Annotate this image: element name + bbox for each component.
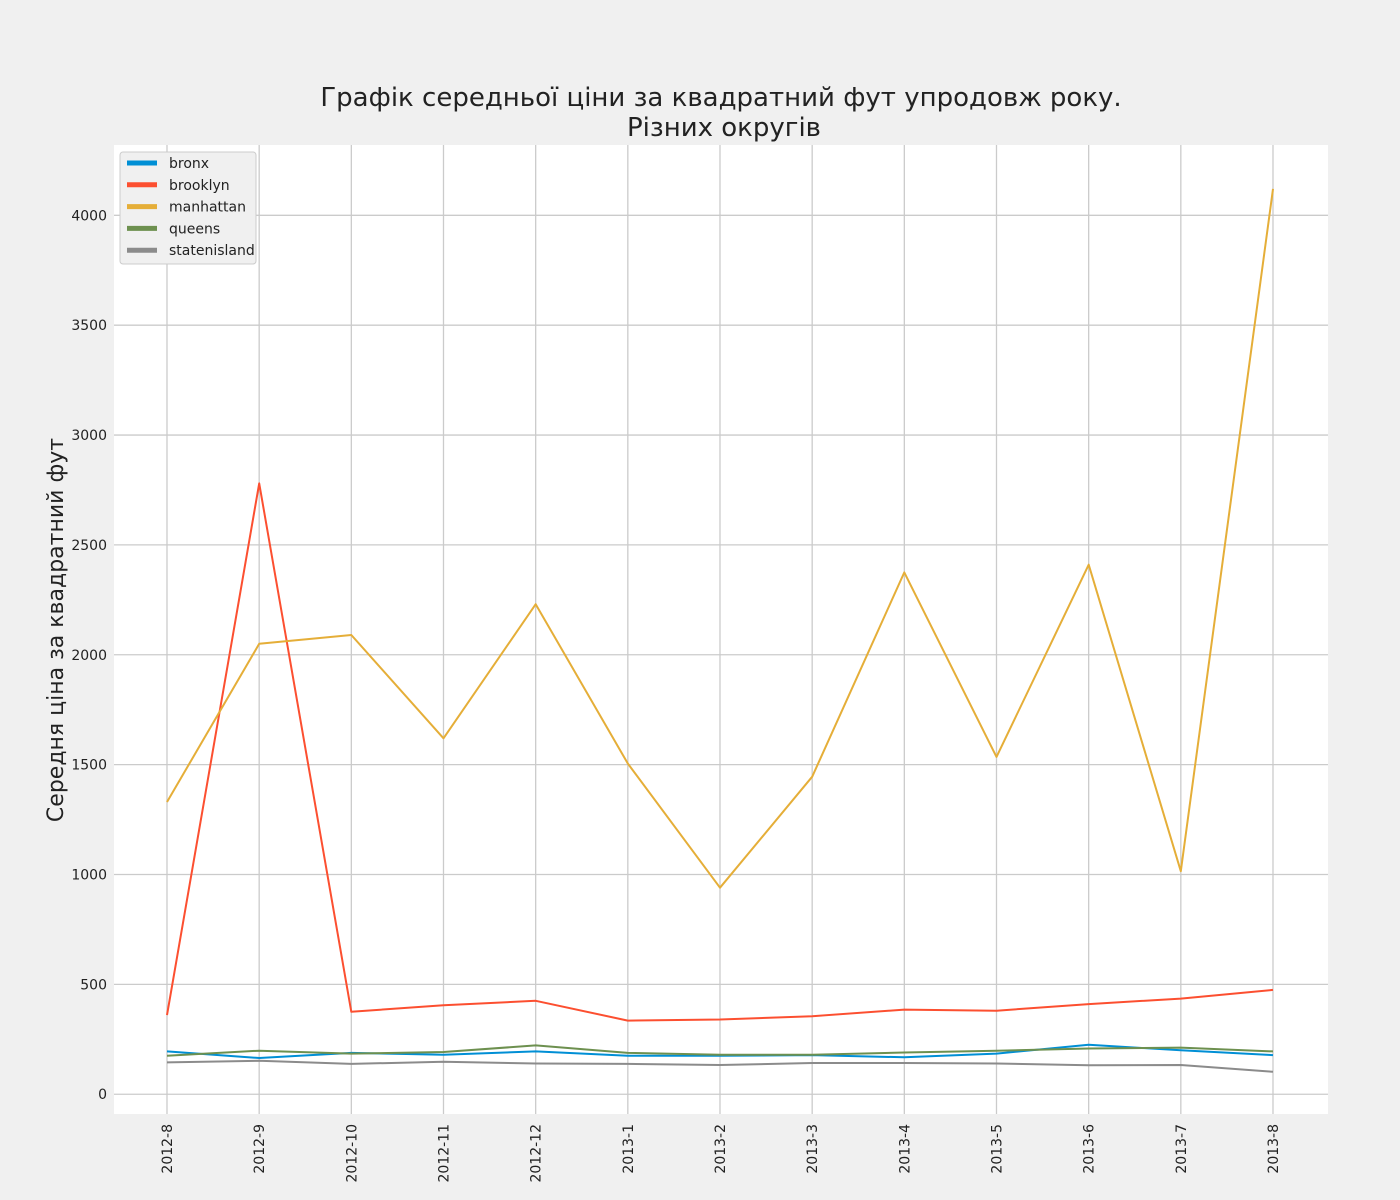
x-tick-label: 2012-12 xyxy=(529,1124,545,1183)
series-line-manhattan xyxy=(166,188,1274,889)
legend-label-queens: queens xyxy=(169,221,220,237)
grid xyxy=(114,145,1328,1114)
legend-label-bronx: bronx xyxy=(169,156,209,172)
y-tick-label: 3500 xyxy=(71,318,107,334)
x-tick-label: 2012-11 xyxy=(437,1124,453,1183)
legend-label-manhattan: manhattan xyxy=(169,200,246,216)
y-tick-label: 2000 xyxy=(71,648,107,664)
series-line-queens xyxy=(166,1044,1274,1057)
x-tick-label: 2013-3 xyxy=(805,1124,821,1174)
legend-label-brooklyn: brooklyn xyxy=(169,178,230,194)
x-tick-label: 2013-6 xyxy=(1082,1124,1098,1174)
x-tick-label: 2012-10 xyxy=(344,1124,360,1183)
x-tick-label: 2013-7 xyxy=(1174,1124,1190,1174)
x-tick-label: 2013-5 xyxy=(990,1124,1006,1174)
x-tick-label: 2013-8 xyxy=(1266,1124,1282,1174)
y-tick-label: 1500 xyxy=(71,758,107,774)
x-tick-label: 2013-4 xyxy=(897,1124,913,1174)
plot-area xyxy=(114,145,1328,1114)
series-lines xyxy=(166,188,1274,1073)
ticks: 0 500 1000 1500 2000 2500 3000 3500 4000 2012-8 20… xyxy=(71,208,1282,1182)
y-tick-label: 0 xyxy=(98,1087,107,1103)
y-tick-label: 500 xyxy=(80,977,107,993)
y-axis-label: Середня ціна за квадратний фут xyxy=(44,438,69,822)
series-line-statenisland xyxy=(166,1059,1274,1073)
y-tick-label: 1000 xyxy=(71,867,107,883)
x-tick-label: 2013-2 xyxy=(713,1124,729,1174)
x-tick-label: 2013-1 xyxy=(621,1124,637,1174)
chart-title-line-2: Різних округів xyxy=(627,113,821,143)
x-tick-label: 2012-9 xyxy=(252,1124,268,1174)
legend-box xyxy=(119,151,257,265)
y-tick-label: 3000 xyxy=(71,428,107,444)
y-tick-label: 4000 xyxy=(71,208,107,224)
x-tick-label: 2012-8 xyxy=(160,1124,176,1174)
legend: bronx brooklyn manhattan queens statenisland xyxy=(119,151,257,265)
y-tick-label: 2500 xyxy=(71,538,107,554)
legend-label-statenisland: statenisland xyxy=(169,243,255,259)
chart-title-line-1: Графік середньої ціни за квадратний фут … xyxy=(320,83,1121,113)
series-line-brooklyn xyxy=(166,482,1274,1022)
